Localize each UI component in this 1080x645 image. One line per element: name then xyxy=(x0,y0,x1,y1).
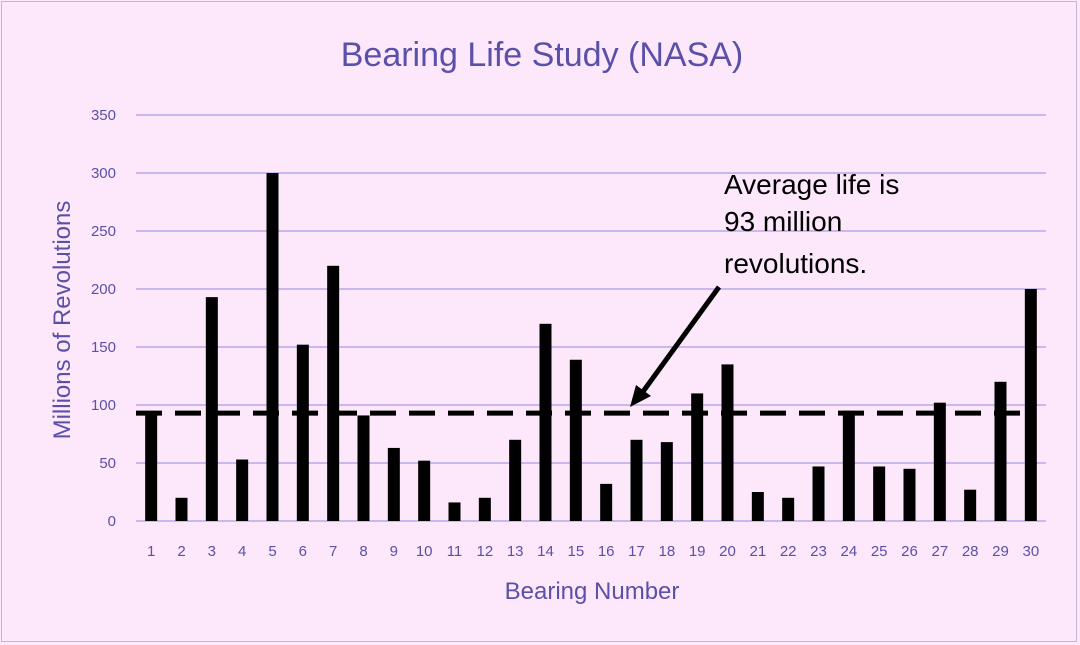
bar xyxy=(600,483,613,521)
x-tick-label: 3 xyxy=(208,543,216,560)
y-tick-label: 150 xyxy=(91,339,116,356)
bar xyxy=(448,502,461,521)
x-tick-label: 17 xyxy=(628,543,645,560)
bar xyxy=(205,297,218,521)
x-tick-label: 24 xyxy=(840,543,857,560)
x-tick-label: 28 xyxy=(962,543,979,560)
bar xyxy=(630,439,643,521)
y-tick-label: 300 xyxy=(91,165,116,182)
x-tick-label: 13 xyxy=(507,543,524,560)
bar xyxy=(145,415,158,521)
x-tick-label: 23 xyxy=(810,543,827,560)
x-tick-label: 27 xyxy=(931,543,948,560)
x-tick-label: 15 xyxy=(567,543,584,560)
y-tick-label: 50 xyxy=(99,455,116,472)
x-tick-label: 18 xyxy=(658,543,675,560)
annotation-line-1: Average life is xyxy=(724,169,899,200)
annotation-arrowhead xyxy=(630,385,651,407)
y-tick-label: 250 xyxy=(91,223,116,240)
bar xyxy=(236,459,249,521)
x-tick-label: 26 xyxy=(901,543,918,560)
bar xyxy=(721,364,734,521)
bar xyxy=(569,359,582,521)
bar xyxy=(327,265,340,521)
x-tick-label: 30 xyxy=(1022,543,1039,560)
bar xyxy=(296,344,309,521)
x-tick-label: 9 xyxy=(390,543,398,560)
x-tick-label: 16 xyxy=(598,543,615,560)
bar xyxy=(1024,289,1037,521)
x-tick-label: 10 xyxy=(416,543,433,560)
bars xyxy=(145,173,1037,521)
bar xyxy=(509,439,522,521)
bar xyxy=(873,466,886,521)
bar xyxy=(478,497,491,521)
x-tick-label: 4 xyxy=(238,543,246,560)
x-tick-label: 29 xyxy=(992,543,1009,560)
x-tick-label: 22 xyxy=(780,543,797,560)
bar xyxy=(175,497,188,521)
y-tick-label: 350 xyxy=(91,107,116,124)
x-tick-label: 1 xyxy=(147,543,155,560)
bar xyxy=(994,381,1007,521)
x-tick-label: 14 xyxy=(537,543,554,560)
x-axis-title: Bearing Number xyxy=(505,578,680,605)
x-tick-label: 25 xyxy=(871,543,888,560)
chart-title: Bearing Life Study (NASA) xyxy=(341,36,744,74)
y-tick-label: 200 xyxy=(91,281,116,298)
x-tick-label: 2 xyxy=(177,543,185,560)
x-tick-label: 21 xyxy=(749,543,766,560)
y-axis-title: Millions of Revolutions xyxy=(49,201,76,440)
bar xyxy=(357,415,370,521)
bar xyxy=(782,497,795,521)
bar xyxy=(660,442,673,521)
bar xyxy=(418,460,431,521)
bar xyxy=(691,393,704,521)
x-tick-label: 11 xyxy=(447,543,463,560)
bar xyxy=(387,447,400,521)
bar xyxy=(903,468,916,521)
y-tick-labels: 0 50 100 150 200 250 300 350 xyxy=(91,107,116,530)
y-tick-label: 0 xyxy=(108,513,116,530)
bar xyxy=(964,489,977,521)
x-tick-label: 5 xyxy=(268,543,276,560)
x-tick-labels: 1 2 3 4 5 6 7 8 9 10 11 12 13 14 15 16 17 18 19 20 21 22 23 24 2… xyxy=(147,543,1039,560)
annotation-line-3: revolutions. xyxy=(724,248,867,279)
x-tick-label: 20 xyxy=(719,543,736,560)
x-tick-label: 6 xyxy=(299,543,307,560)
bar xyxy=(933,402,946,521)
x-tick-label: 12 xyxy=(476,543,493,560)
x-tick-label: 7 xyxy=(329,543,337,560)
bar xyxy=(842,410,855,521)
bar xyxy=(539,323,552,521)
bar xyxy=(812,466,825,521)
x-tick-label: 19 xyxy=(689,543,706,560)
annotation-line-2: 93 million xyxy=(724,206,842,237)
x-tick-label: 8 xyxy=(359,543,367,560)
average-annotation: Average life is 93 million revolutions. xyxy=(630,169,899,407)
bar xyxy=(266,173,279,521)
bar xyxy=(751,492,764,521)
gridlines xyxy=(136,114,1046,522)
y-tick-label: 100 xyxy=(91,397,116,414)
annotation-arrow xyxy=(639,285,722,395)
